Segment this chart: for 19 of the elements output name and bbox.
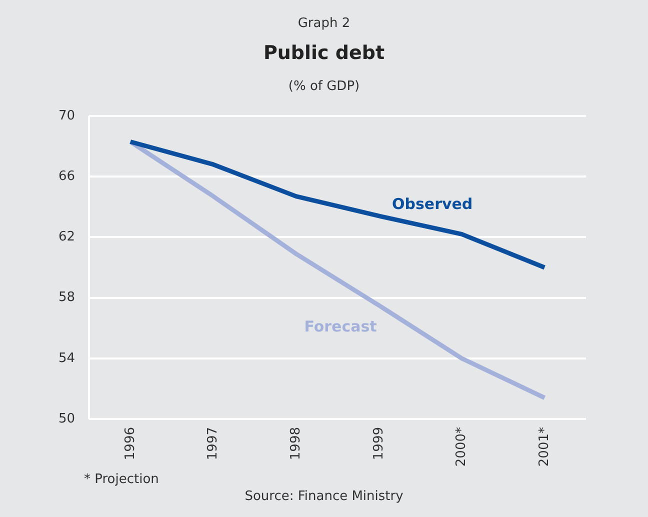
y-tick-label: 70 xyxy=(58,108,75,124)
text: * Projection xyxy=(84,472,160,487)
x-tick-label: 2001* xyxy=(536,426,552,467)
x-tick-label: 1999 xyxy=(371,427,386,460)
x-tick-label: 1996 xyxy=(122,427,138,460)
y-tick-label: 50 xyxy=(58,411,75,426)
y-tick-label: 54 xyxy=(58,350,75,366)
chart-title: Public debt xyxy=(262,42,386,64)
series-label: Observed xyxy=(392,194,473,213)
y-tick-label: 62 xyxy=(58,230,75,245)
caption: Graph 2 xyxy=(296,16,352,31)
series-label: Forecast xyxy=(304,318,377,336)
x-tick-label: 1998 xyxy=(288,427,304,460)
source-note: Source: Finance Ministry xyxy=(244,489,404,504)
y-tick-label: 66 xyxy=(58,168,75,184)
x-tick-label: 2000* xyxy=(454,426,470,467)
chart-subtitle: (% of GDP) xyxy=(287,79,361,94)
x-tick-label: 1997 xyxy=(206,427,221,460)
y-tick-label: 58 xyxy=(58,290,75,306)
